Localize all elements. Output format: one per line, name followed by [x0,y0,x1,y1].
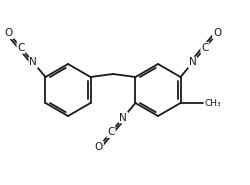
Text: O: O [213,28,221,38]
Text: N: N [189,58,196,68]
Text: N: N [30,58,37,68]
Text: O: O [95,142,103,152]
Text: C: C [201,43,209,53]
Text: N: N [120,112,127,122]
Text: C: C [17,43,25,53]
Text: CH₃: CH₃ [204,98,221,107]
Text: C: C [107,127,115,137]
Text: O: O [5,28,13,38]
